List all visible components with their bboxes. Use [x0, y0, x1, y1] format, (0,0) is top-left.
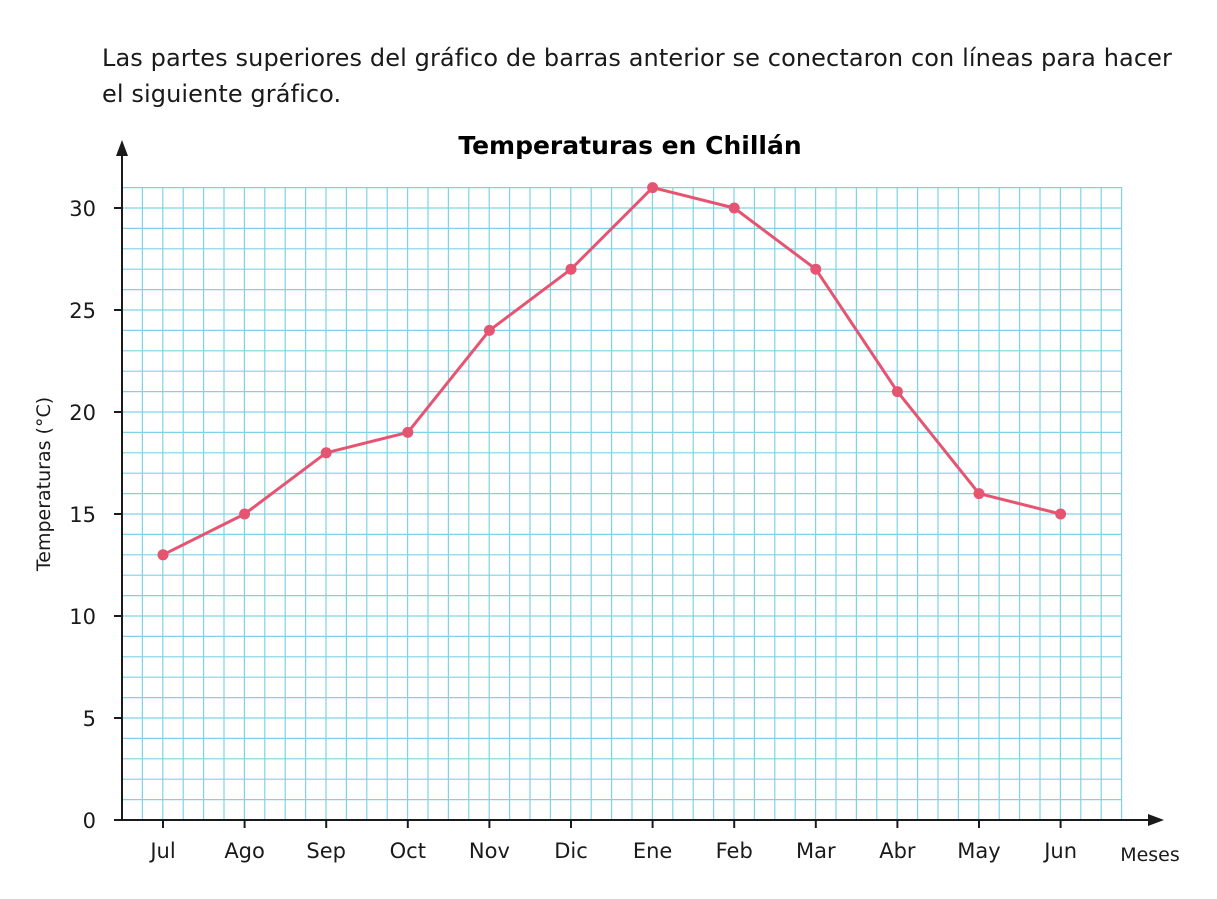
x-tick-label: Ene — [633, 839, 673, 863]
x-tick-label: Dic — [554, 839, 588, 863]
y-axis-label: Temperaturas (°C) — [33, 397, 55, 572]
chart-axes — [116, 140, 1164, 826]
x-tick-label: Jun — [1042, 839, 1077, 863]
x-tick-label: Feb — [716, 839, 753, 863]
series-line — [162, 186, 1061, 557]
y-tick-label: 0 — [83, 809, 96, 833]
data-point — [647, 182, 659, 194]
y-tick-label: 10 — [69, 605, 96, 629]
data-point — [483, 324, 495, 336]
chart-title: Temperaturas en Chillán — [458, 131, 801, 160]
y-tick-label: 30 — [69, 197, 96, 221]
data-point — [402, 426, 414, 438]
y-axis-arrow — [116, 140, 128, 156]
y-axis-ticks: 0 5 10 15 20 25 30 — [69, 197, 122, 833]
data-point — [239, 508, 251, 520]
x-tick-label: Sep — [306, 839, 346, 863]
x-tick-label: Nov — [469, 839, 510, 863]
intro-paragraph: Las partes superiores del gráfico de bar… — [102, 44, 1172, 108]
x-axis-arrow — [1148, 814, 1164, 826]
y-tick-label: 5 — [83, 707, 96, 731]
y-tick-label: 20 — [69, 401, 96, 425]
data-point — [973, 488, 985, 500]
x-axis-label: Meses — [1120, 844, 1180, 866]
x-tick-label: Mar — [796, 839, 836, 863]
x-tick-label: Abr — [879, 839, 916, 863]
chart-series — [157, 182, 1067, 561]
data-point — [320, 447, 332, 459]
chart-grid — [122, 187, 1123, 820]
data-point — [728, 202, 740, 214]
x-axis-ticks: Jul Ago Sep Oct Nov Dic Ene Feb Mar Abr May Jun — [148, 820, 1077, 863]
data-point — [565, 263, 577, 275]
data-point — [891, 386, 903, 398]
x-tick-label: Jul — [148, 839, 175, 863]
data-point — [1055, 508, 1067, 520]
data-point — [810, 263, 822, 275]
x-tick-label: Ago — [224, 839, 265, 863]
y-tick-label: 25 — [69, 299, 96, 323]
y-tick-label: 15 — [69, 503, 96, 527]
data-point — [157, 549, 169, 561]
x-tick-label: May — [957, 839, 1000, 863]
x-tick-label: Oct — [390, 839, 426, 863]
